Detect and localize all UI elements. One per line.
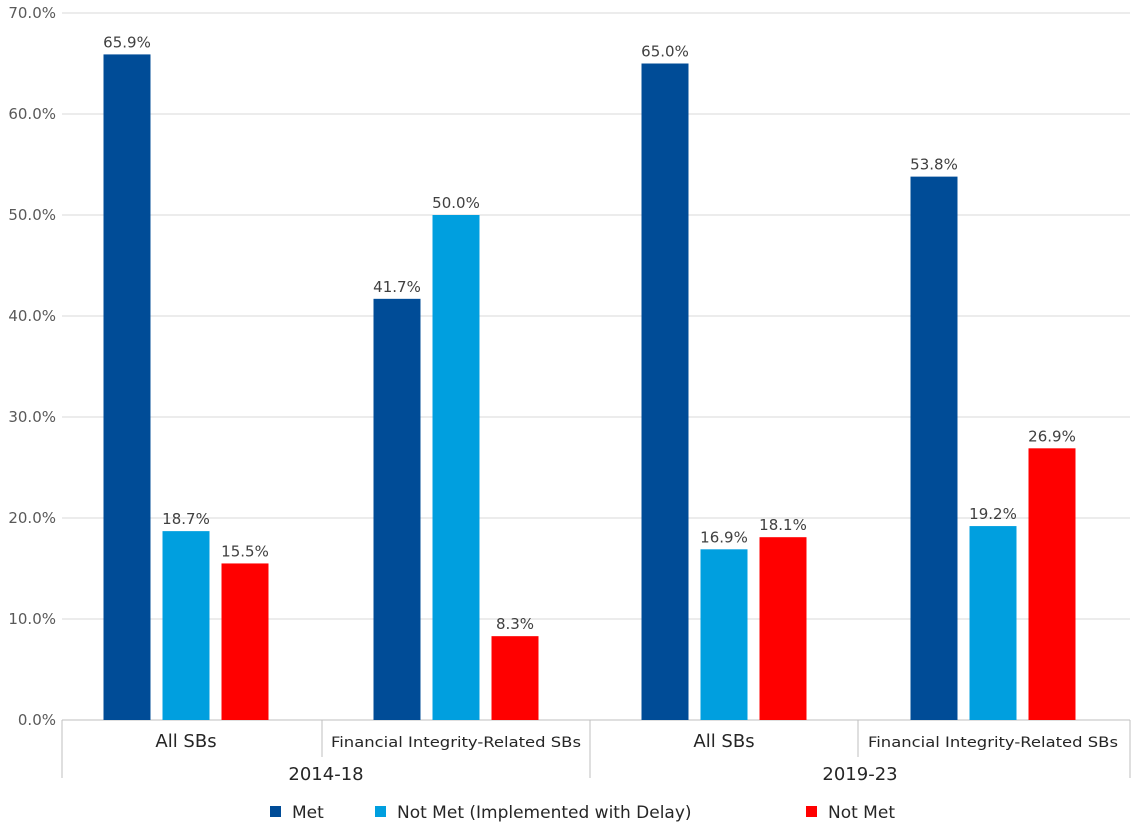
bar [162,531,210,720]
bar [221,563,269,720]
x-tick-label: Financial Integrity-Related SBs [331,735,581,751]
bar [910,176,958,720]
data-label: 18.7% [162,510,210,528]
data-label: 65.9% [103,33,151,51]
bar [641,63,689,720]
data-label: 18.1% [759,516,807,534]
bar [969,526,1017,720]
legend-label: Not Met [828,803,895,823]
y-tick-label: 0.0% [18,711,56,729]
data-label: 19.2% [969,505,1017,523]
x-tick-label: All SBs [155,731,216,752]
y-tick-label: 30.0% [8,408,56,426]
data-label: 26.9% [1028,427,1076,445]
y-tick-label: 20.0% [8,509,56,527]
legend-swatch [806,806,817,817]
data-label: 65.0% [641,43,689,61]
y-tick-label: 70.0% [8,4,56,22]
legend-swatch [270,806,281,817]
data-label: 41.7% [373,278,421,296]
bar [700,549,748,720]
bar [373,298,421,720]
y-tick-label: 10.0% [8,610,56,628]
data-label: 8.3% [496,615,534,633]
data-label: 53.8% [910,156,958,174]
y-tick-label: 40.0% [8,307,56,325]
group-label: 2014-18 [288,764,363,785]
bar [491,636,539,720]
x-tick-label: Financial Integrity-Related SBs [868,735,1118,751]
bar [1028,448,1076,720]
group-label: 2019-23 [822,764,897,785]
data-label: 15.5% [221,542,269,560]
data-label: 50.0% [432,194,480,212]
y-tick-label: 60.0% [8,105,56,123]
bar [103,54,151,721]
bar [759,537,807,720]
data-label: 16.9% [700,528,748,546]
legend-label: Met [292,803,324,823]
y-tick-label: 50.0% [8,206,56,224]
x-tick-label: All SBs [693,731,754,752]
bar [432,215,480,720]
legend-swatch [375,806,386,817]
legend-label: Not Met (Implemented with Delay) [397,803,692,823]
